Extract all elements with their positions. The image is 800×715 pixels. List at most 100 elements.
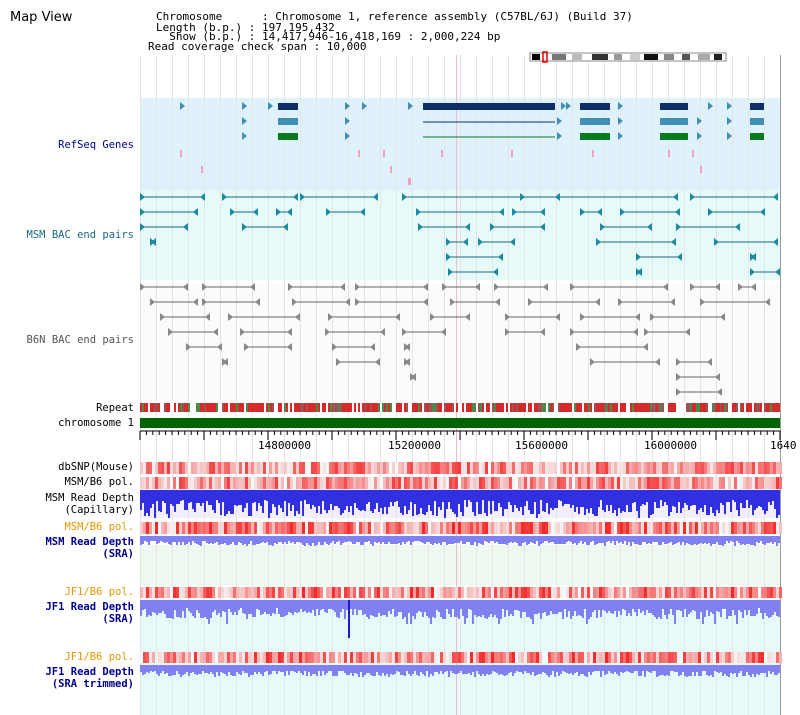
polymorphism-cell <box>485 462 488 474</box>
polymorphism-cell <box>164 587 167 598</box>
read-depth-bar <box>228 536 230 545</box>
read-depth-bar <box>688 665 690 676</box>
gene-strand-arrow <box>242 132 247 140</box>
read-depth-bar <box>166 490 168 514</box>
axis-tick-label: 15200000 <box>388 439 441 452</box>
read-depth-bar <box>156 600 158 615</box>
polymorphism-cell <box>266 477 269 489</box>
polymorphism-cell <box>629 477 632 489</box>
repeat-segment <box>588 403 590 412</box>
polymorphism-cell <box>380 462 383 474</box>
repeat-segment <box>476 403 478 412</box>
read-depth-bar <box>680 490 682 513</box>
read-depth-bar <box>426 490 428 512</box>
polymorphism-cell <box>677 477 680 489</box>
read-depth-bar <box>774 600 776 612</box>
polymorphism-cell <box>359 477 362 489</box>
polymorphism-cell <box>251 477 254 489</box>
polymorphism-cell <box>737 652 740 663</box>
repeat-segment <box>202 403 204 412</box>
read-depth-bar <box>724 490 726 514</box>
read-depth-bar <box>152 490 154 504</box>
polymorphism-cell <box>686 462 689 474</box>
read-depth-bar <box>198 665 200 674</box>
read-depth-bar <box>140 536 142 545</box>
polymorphism-cell <box>335 462 338 474</box>
polymorphism-cell <box>152 477 155 489</box>
polymorphism-cell <box>515 587 518 598</box>
polymorphism-cell <box>779 522 782 534</box>
read-depth-bar <box>162 665 164 671</box>
repeat-segment <box>142 403 144 412</box>
repeat-segment <box>694 403 696 412</box>
read-depth-bar <box>616 490 618 516</box>
read-depth-bar <box>170 536 172 545</box>
polymorphism-cell <box>203 477 206 489</box>
repeat-segment <box>320 403 322 412</box>
b6n-bac-end <box>332 343 337 351</box>
msm-bac-end <box>773 193 778 201</box>
read-depth-bar <box>448 490 450 502</box>
read-depth-bar <box>706 600 708 610</box>
read-depth-bar <box>562 665 564 671</box>
polymorphism-cell <box>584 462 587 474</box>
polymorphism-cell <box>515 522 518 534</box>
polymorphism-cell <box>176 652 179 663</box>
polymorphism-cell <box>269 522 272 534</box>
polymorphism-cell <box>422 652 425 663</box>
polymorphism-cell <box>623 587 626 598</box>
read-depth-bar <box>722 536 724 546</box>
polymorphism-cell <box>698 462 701 474</box>
b6n-bac-end <box>495 298 500 306</box>
read-depth-bar <box>312 490 314 505</box>
polymorphism-cell <box>245 477 248 489</box>
polymorphism-cell <box>527 652 530 663</box>
read-depth-bar <box>356 536 358 542</box>
read-depth-bar <box>242 490 244 512</box>
repeat-segment <box>206 403 208 412</box>
read-depth-bar <box>674 536 676 544</box>
polymorphism-cell <box>356 652 359 663</box>
ideogram-band <box>644 54 658 60</box>
msm-bac-end <box>676 223 681 231</box>
read-depth-bar <box>336 536 338 542</box>
polymorphism-cell <box>158 522 161 534</box>
read-depth-bar <box>726 536 728 541</box>
repeat-segment <box>750 403 752 412</box>
read-depth-bar <box>738 490 740 516</box>
repeat-segment <box>298 403 300 412</box>
polymorphism-cell <box>161 652 164 663</box>
repeat-segment <box>510 403 512 412</box>
read-depth-bar <box>486 490 488 516</box>
refseq-minor-mark <box>668 150 670 157</box>
read-depth-bar <box>330 536 332 543</box>
polymorphism-cell <box>311 477 314 489</box>
msm-bac-end <box>597 208 602 216</box>
read-depth-bar <box>772 600 774 615</box>
polymorphism-cell <box>713 462 716 474</box>
read-depth-bar <box>208 600 210 624</box>
read-depth-bar <box>530 490 532 514</box>
read-depth-bar <box>590 600 592 617</box>
read-depth-bar <box>648 600 650 613</box>
polymorphism-cell <box>530 652 533 663</box>
repeat-segment <box>464 403 466 412</box>
repeat-segment <box>210 403 212 412</box>
read-depth-bar <box>512 536 514 543</box>
read-depth-bar <box>342 665 344 671</box>
polymorphism-cell <box>530 522 533 534</box>
jf1-read-depth-sra-label: JF1 Read Depth (SRA) <box>45 601 134 625</box>
polymorphism-cell <box>587 462 590 474</box>
polymorphism-cell <box>413 462 416 474</box>
repeat-segment <box>608 403 610 412</box>
polymorphism-cell <box>743 652 746 663</box>
polymorphism-cell <box>284 652 287 663</box>
read-depth-bar <box>710 665 712 675</box>
polymorphism-cell <box>188 587 191 598</box>
polymorphism-cell <box>455 462 458 474</box>
read-depth-bar <box>596 490 598 516</box>
refseq-gene-exon <box>750 133 764 140</box>
msm-bac-end <box>478 238 483 246</box>
read-depth-bar <box>312 600 314 610</box>
